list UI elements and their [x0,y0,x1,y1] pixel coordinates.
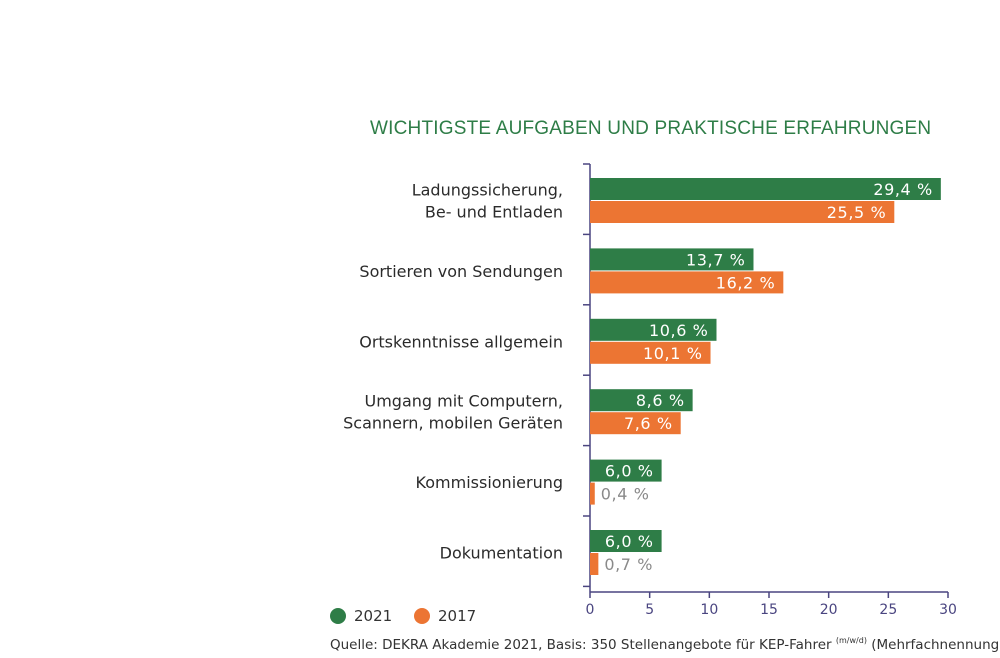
legend-swatch-2021 [330,608,346,624]
source-tail: (Mehrfachnennungen) [871,637,1000,653]
source-main: Quelle: DEKRA Akademie 2021, Basis: 350 … [330,637,836,653]
bar-2017 [590,271,784,294]
category-label: Sortieren von Sendungen [359,262,563,281]
category-label: Umgang mit Computern, [364,392,563,411]
data-label-2021: 8,6 % [636,391,685,410]
legend-item-2021: 2021 [330,606,392,626]
data-label-2021: 13,7 % [686,250,746,269]
category-label: Be- und Entladen [425,203,563,222]
bar-2017 [590,201,895,223]
x-tick-label: 0 [586,602,595,618]
category-label: Kommissionierung [416,473,563,492]
data-label-2021: 6,0 % [605,532,654,551]
bar-2017 [590,412,681,435]
x-tick-label: 10 [700,602,718,618]
x-tick-label: 20 [820,602,838,618]
category-label: Scannern, mobilen Geräten [343,414,563,433]
x-tick-label: 15 [760,602,778,618]
bar-2017 [590,553,599,575]
bar-2021 [590,389,693,412]
category-label: Ortskenntnisse allgemein [359,332,563,351]
data-label-2017: 0,4 % [601,485,650,504]
bar-2017 [590,482,595,505]
category-label: Dokumentation [440,544,563,563]
legend-item-2017: 2017 [414,606,476,626]
source-sup: (m/w/d) [835,636,867,645]
bar-2021 [590,318,717,341]
x-tick-label: 25 [879,602,897,618]
bar-2021 [590,530,662,552]
legend-label-2021: 2021 [354,607,393,625]
data-label-2017: 25,5 % [827,203,887,222]
data-label-2021: 10,6 % [649,321,709,340]
x-tick-label: 5 [645,602,654,618]
source-note: Quelle: DEKRA Akademie 2021, Basis: 350 … [330,636,1000,653]
data-label-2021: 29,4 % [873,180,933,199]
x-tick-label: 30 [939,602,957,618]
chart-title: WICHTIGSTE AUFGABEN UND PRAKTISCHE ERFAH… [370,118,932,139]
category-label: Ladungssicherung, [412,181,563,200]
legend-label-2017: 2017 [438,607,477,625]
bar-2017 [590,341,711,364]
data-label-2017: 0,7 % [604,555,653,574]
data-label-2017: 16,2 % [716,273,776,292]
data-label-2017: 10,1 % [643,344,703,363]
bar-2021 [590,178,941,200]
data-label-2017: 7,6 % [624,414,673,433]
data-label-2021: 6,0 % [605,462,654,481]
bar-2021 [590,459,662,482]
bar-2021 [590,248,754,271]
legend-swatch-2017 [414,608,430,624]
